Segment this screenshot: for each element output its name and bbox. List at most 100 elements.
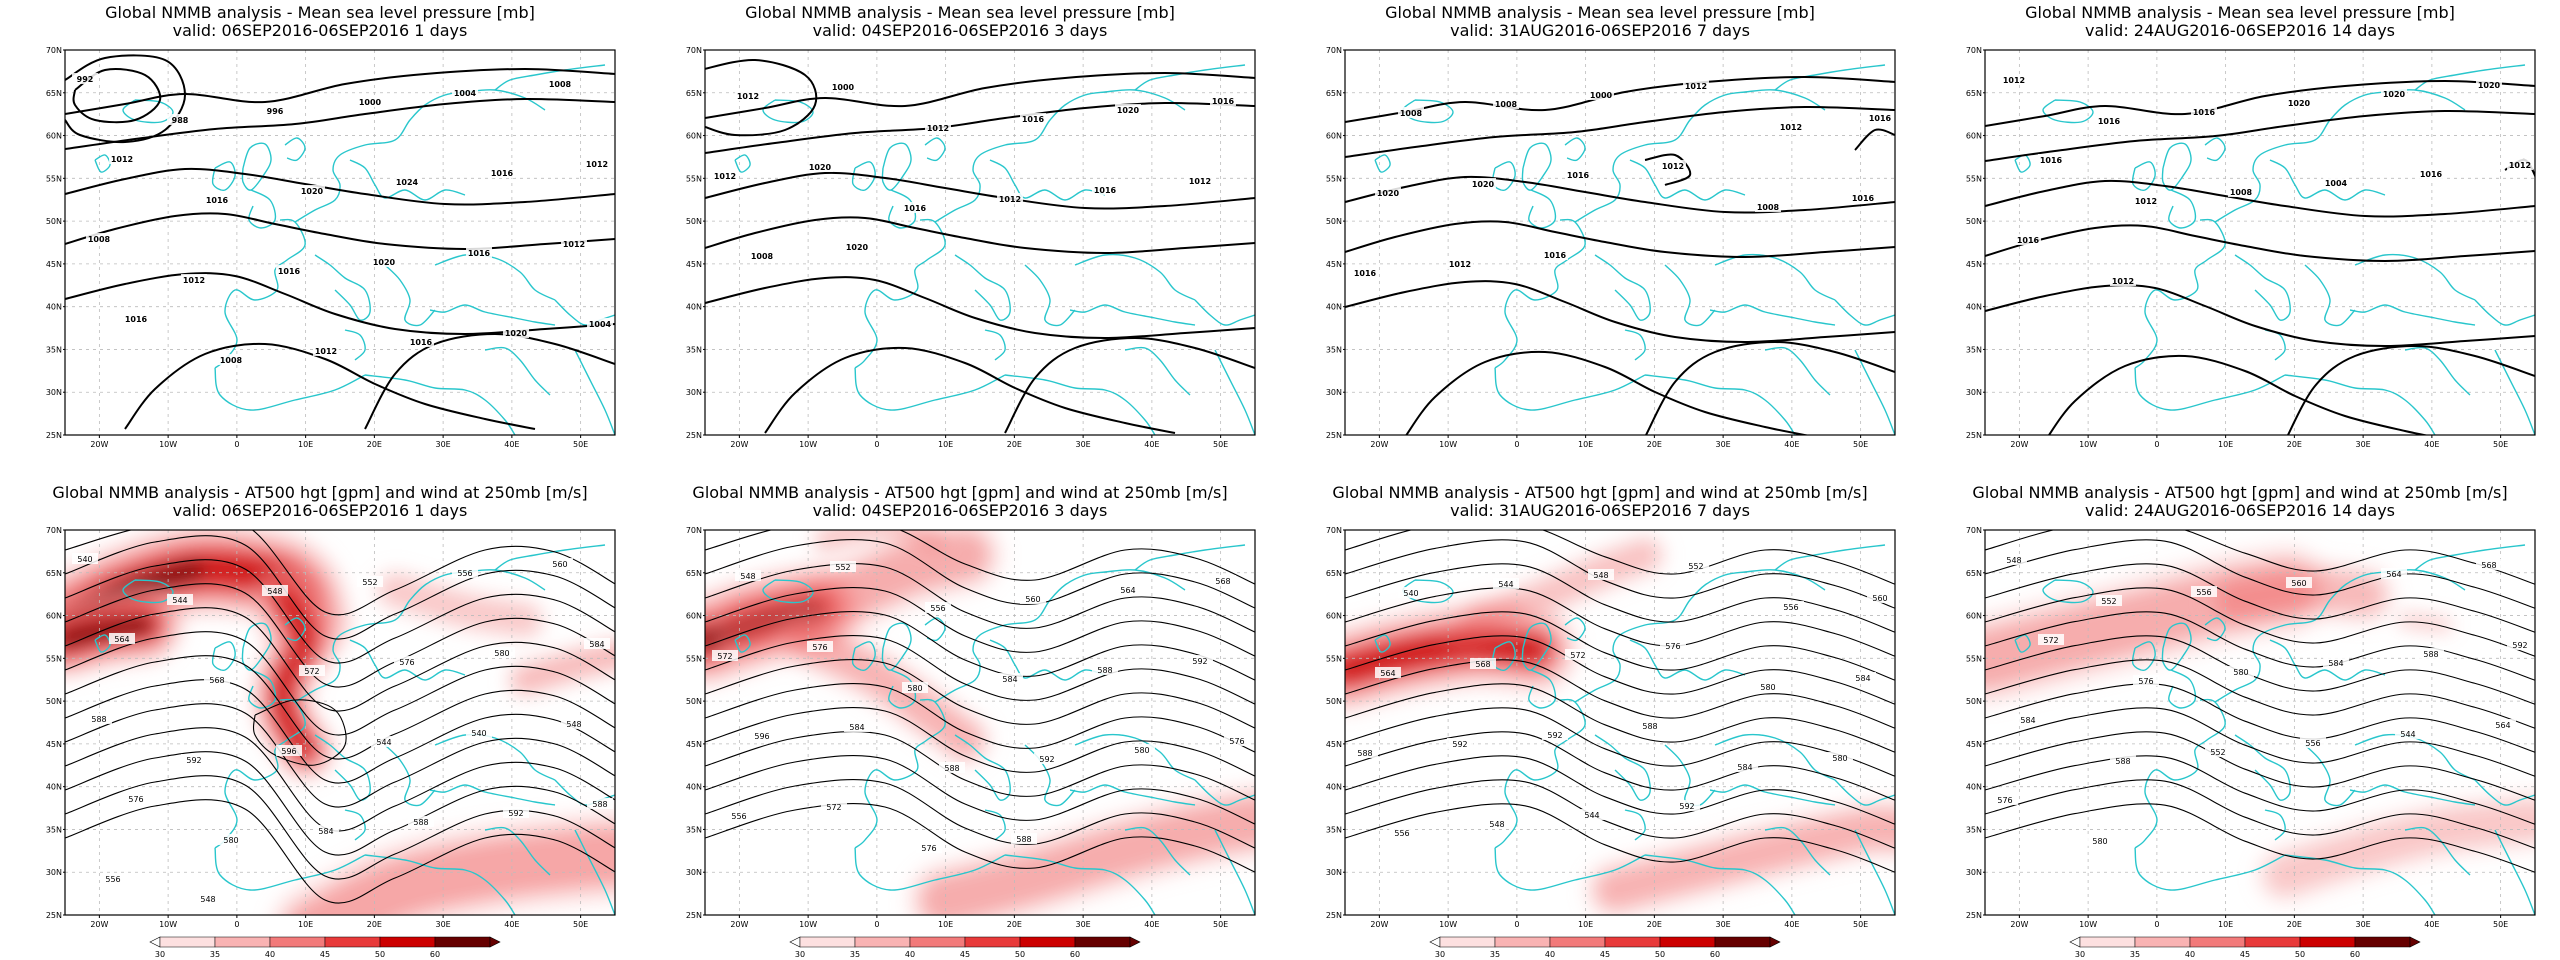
coastline <box>1494 218 1586 369</box>
map-canvas: 540 544 548 552 556 560 564 568 572 576 580 584 588 5… <box>46 526 616 959</box>
contour-label: 1008 <box>1757 203 1780 212</box>
wind-colorbar: 30 35 40 45 50 60 <box>789 936 1141 959</box>
coastline <box>294 569 546 703</box>
isobar <box>705 101 1255 154</box>
coastline <box>984 809 1006 841</box>
coastline <box>851 641 876 671</box>
contour-label: 592 <box>186 756 201 765</box>
contour-label: 1012 <box>737 92 759 101</box>
panel-title: Global NMMB analysis - AT500 hgt [gpm] a… <box>1920 484 2560 520</box>
colorbar-tick-label: 50 <box>2295 950 2305 959</box>
height-contour <box>1985 587 2535 657</box>
contour-label-bg <box>749 250 775 261</box>
lon-tick-label: 30E <box>1076 920 1091 929</box>
colorbar-high-arrow <box>2409 936 2421 948</box>
coastline <box>1709 304 1836 326</box>
coastline <box>434 733 556 781</box>
coastline <box>2349 304 2476 326</box>
contour-label-bg <box>547 78 573 89</box>
contour-label: 584 <box>1002 675 1017 684</box>
lat-tick-label: 70N <box>1966 526 1982 535</box>
contour-label-bg <box>371 736 397 747</box>
coastline <box>2474 299 2535 326</box>
lon-tick-label: 30E <box>2356 440 2371 449</box>
contour-label: 576 <box>2138 677 2153 686</box>
contour-label: 544 <box>1584 811 1599 820</box>
coastline <box>1069 304 1196 326</box>
lat-tick-label: 65N <box>46 89 62 98</box>
wind-colorbar: 30 35 40 45 50 60 <box>149 936 501 959</box>
contour-label-bg <box>2286 577 2312 588</box>
height-contour <box>65 751 615 856</box>
axis-labels: 20W 10W 0 10E 20E 30E 40E 50E 70N 65N 60N 55N 50N 45N… <box>686 46 1228 449</box>
coastline <box>1134 544 1246 571</box>
height-contour <box>1345 587 1895 657</box>
contour-label: 548 <box>267 587 282 596</box>
height-contour <box>65 703 615 808</box>
height-contour <box>1345 803 1895 873</box>
contour-label: 1012 <box>2509 161 2531 170</box>
contour-label-bg <box>357 96 383 107</box>
coastline <box>214 698 306 849</box>
lat-tick-label: 25N <box>686 911 702 920</box>
contour-label: 1020 <box>373 258 396 267</box>
contour-label-bg <box>1683 560 1709 571</box>
height-contour <box>1985 803 2535 873</box>
contour-label: 552 <box>835 563 850 572</box>
contour-label: 548 <box>1593 571 1608 580</box>
coastline <box>1764 346 1831 396</box>
coastline <box>1594 734 1651 801</box>
colorbar-tick-label: 35 <box>850 950 860 959</box>
map-canvas: 1012 1016 1016 1020 1020 1020 1016 1012 1008 1004… <box>1966 46 2536 449</box>
coastline <box>1528 189 1557 229</box>
height-contour <box>1345 611 1895 681</box>
contour-label-bg <box>72 553 98 564</box>
coastline <box>211 161 236 191</box>
height-contour <box>705 730 1255 801</box>
height-contour <box>252 699 347 766</box>
coastline <box>1069 784 1196 806</box>
contour-label: 592 <box>1547 731 1562 740</box>
wind-colorbar: 30 35 40 45 50 60 <box>1429 936 1781 959</box>
lon-tick-label: 40E <box>1784 920 1799 929</box>
coastline <box>924 137 946 162</box>
axis-labels: 20W 10W 0 10E 20E 30E 40E 50E 70N 65N 60N 55N 50N 45N… <box>686 526 1228 929</box>
coastline <box>1834 779 1895 806</box>
contour-label-bg <box>2228 186 2254 197</box>
lon-tick-label: 40E <box>1784 440 1799 449</box>
contour-label-bg <box>1187 175 1213 186</box>
lon-tick-label: 0 <box>234 920 239 929</box>
colorbar-tick-label: 45 <box>320 950 330 959</box>
panel-valid-line: valid: 04SEP2016-06SEP2016 3 days <box>812 21 1108 40</box>
contour-label-bg <box>830 561 856 572</box>
contour-label-bg <box>997 193 1023 204</box>
lat-tick-label: 50N <box>46 217 62 226</box>
coastline <box>989 159 1106 201</box>
wind-speed-band <box>787 622 983 758</box>
lon-tick-label: 10W <box>159 920 177 929</box>
map-canvas: 992 988 996 1000 1004 1008 1012 1016 1020 1024 101… <box>46 46 616 449</box>
wind-speed-band <box>1468 598 1522 617</box>
contour-label: 1020 <box>846 243 869 252</box>
contour-label: 584 <box>1737 763 1752 772</box>
coastline <box>122 579 174 604</box>
isobar <box>1985 79 2535 127</box>
contour-label: 588 <box>2115 757 2130 766</box>
coastline <box>989 639 1106 681</box>
lat-tick-label: 70N <box>1326 46 1342 55</box>
isobar <box>65 67 615 115</box>
height-contour <box>1985 779 2535 849</box>
wind-speed-core <box>272 590 316 760</box>
height-contour <box>1345 635 1895 705</box>
lon-tick-label: 10W <box>799 440 817 449</box>
contour-label-bg <box>2191 106 2217 117</box>
contour-label-bg <box>1352 747 1378 758</box>
contour-label: 592 <box>2512 641 2527 650</box>
contour-label: 556 <box>105 875 120 884</box>
coastline <box>2234 734 2291 801</box>
contour-label-bg <box>1011 833 1037 844</box>
contour-label-bg <box>807 161 833 172</box>
colorbar-tick-label: 30 <box>1435 950 1445 959</box>
coastline <box>2168 189 2197 229</box>
map-area: 548 552 556 560 564 568 572 576 580 584 588 592 596 5… <box>705 530 1255 915</box>
